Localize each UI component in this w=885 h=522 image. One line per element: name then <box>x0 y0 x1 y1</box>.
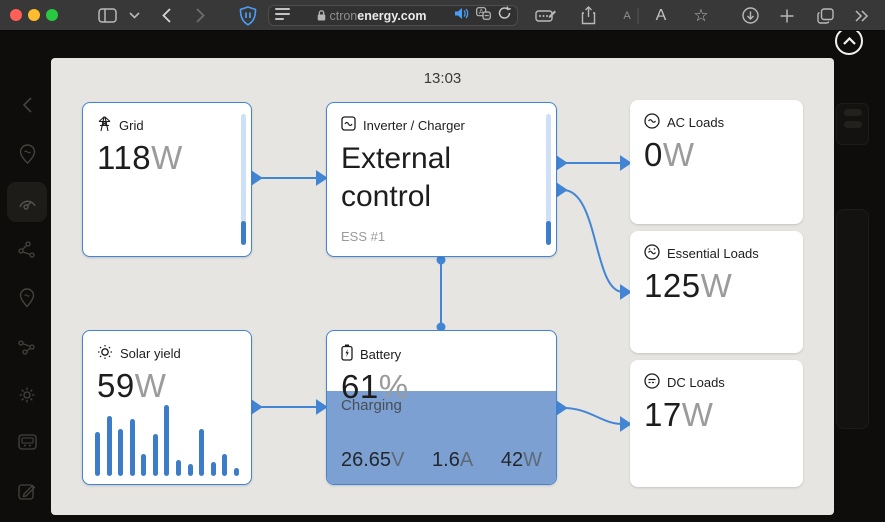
essential-loads-label: Essential Loads <box>667 246 759 261</box>
essential-loads-unit: W <box>700 267 733 304</box>
grid-value: 118 <box>97 139 152 176</box>
battery-card[interactable]: Battery 61% Charging 26.65V 1.6A 42W <box>326 330 557 485</box>
zoom-window-button[interactable] <box>46 9 58 21</box>
grid-card[interactable]: Grid 118W <box>82 102 252 257</box>
downloads-icon[interactable] <box>739 0 761 31</box>
essential-loads-value: 125 <box>644 267 701 304</box>
dc-loads-card[interactable]: DC Loads 17W <box>630 360 803 487</box>
grid-scroll-indicator[interactable] <box>241 114 246 245</box>
dc-loads-value: 17 <box>644 396 682 433</box>
timestamp: 13:03 <box>423 70 462 87</box>
battery-power: 42W <box>500 449 542 471</box>
url-text: ctronenergy.com <box>290 9 454 23</box>
battery-measurements: 26.65V 1.6A 42W <box>341 449 542 472</box>
grid-label: Grid <box>119 118 144 133</box>
solar-card[interactable]: Solar yield 59W <box>82 330 252 485</box>
map-marker-wave-icon[interactable] <box>17 144 37 164</box>
solar-bar <box>187 464 193 476</box>
solar-bar <box>222 454 228 476</box>
content-blocker-shield-icon[interactable] <box>236 0 260 31</box>
solar-bar <box>95 432 100 476</box>
solar-bar <box>233 468 239 476</box>
chevron-down-icon[interactable] <box>126 0 142 31</box>
text-smaller-button[interactable]: A <box>623 9 631 22</box>
svg-text:A: A <box>479 9 484 16</box>
solar-bar <box>164 405 170 476</box>
solar-bar <box>118 429 124 476</box>
ac-loads-unit: W <box>662 136 695 173</box>
inverter-scroll-indicator[interactable] <box>546 114 551 245</box>
solar-bar <box>199 429 205 476</box>
battery-label: Battery <box>360 346 402 362</box>
battery-soc: 61 <box>341 368 379 405</box>
new-tab-icon[interactable] <box>777 0 797 31</box>
solar-bar <box>176 460 182 476</box>
back-chevron-icon[interactable] <box>17 95 37 115</box>
ghost-chart-card <box>836 209 869 429</box>
location-pin-icon[interactable] <box>17 288 37 308</box>
address-bar[interactable]: ctronenergy.com A <box>268 5 518 26</box>
battery-soc-fill <box>327 390 556 484</box>
workflow-nodes-icon[interactable] <box>17 337 37 357</box>
solar-bar <box>210 462 216 476</box>
solar-label: Solar yield <box>120 346 181 361</box>
close-window-button[interactable] <box>10 9 22 21</box>
reload-icon[interactable] <box>498 6 511 25</box>
solar-bar <box>141 454 147 476</box>
ghost-settings-card <box>836 103 869 145</box>
inverter-label: Inverter / Charger <box>363 117 465 133</box>
autofill-icon[interactable] <box>531 0 561 31</box>
ac-loads-value: 0 <box>644 136 663 173</box>
forward-icon[interactable] <box>190 0 210 31</box>
system-overview-panel: 13:03 <box>51 58 834 515</box>
solar-bar <box>129 419 135 476</box>
vrm-app-background: 13:03 <box>0 31 885 522</box>
ac-loads-card[interactable]: AC Loads 0W <box>630 100 803 224</box>
dc-loads-unit: W <box>681 396 714 433</box>
battery-icon <box>341 344 353 364</box>
more-toolbar-items-icon[interactable] <box>851 0 873 31</box>
solar-sun-icon <box>97 344 113 363</box>
battery-current: 1.6A <box>432 449 474 471</box>
inverter-card[interactable]: Inverter / Charger External control ESS … <box>326 102 557 257</box>
battery-state: Charging <box>341 397 402 414</box>
browser-toolbar: ctronenergy.com A A A ☆ <box>0 0 885 31</box>
reader-view-icon[interactable] <box>275 7 290 25</box>
sidebar-active-highlight <box>7 182 47 222</box>
solar-bar <box>152 434 158 476</box>
essential-loads-card[interactable]: Essential Loads 125W <box>630 231 803 353</box>
inverter-icon <box>341 116 356 134</box>
notes-edit-icon[interactable] <box>17 481 37 501</box>
ac-loads-icon <box>644 113 660 132</box>
gear-icon[interactable] <box>17 385 37 405</box>
ac-loads-label: AC Loads <box>667 115 725 130</box>
inverter-state: External control <box>341 142 452 213</box>
battery-soc-unit: % <box>378 368 409 405</box>
sidebar-toggle-icon[interactable] <box>94 0 120 31</box>
solar-bar <box>106 416 112 476</box>
battery-voltage: 26.65V <box>341 449 405 471</box>
share-icon[interactable] <box>576 0 600 31</box>
audio-speaker-icon[interactable] <box>454 7 469 25</box>
grid-unit: W <box>151 139 183 176</box>
tab-overview-icon[interactable] <box>813 0 837 31</box>
essential-loads-icon <box>644 244 660 263</box>
dashboard-gauge-icon[interactable] <box>17 192 37 212</box>
modal-close-button[interactable] <box>835 31 863 55</box>
minimize-window-button[interactable] <box>28 9 40 21</box>
devices-nodes-icon[interactable] <box>17 240 37 260</box>
dc-loads-label: DC Loads <box>667 375 725 390</box>
solar-yield-bar-chart <box>95 398 239 476</box>
solar-unit: W <box>134 367 167 404</box>
remote-console-icon[interactable] <box>17 432 37 452</box>
dc-loads-icon <box>644 373 660 392</box>
inverter-sub-label: ESS #1 <box>341 229 386 244</box>
solar-value: 59 <box>97 367 135 404</box>
text-larger-button[interactable]: A <box>655 6 667 24</box>
translate-icon[interactable]: A <box>476 6 491 25</box>
favorites-star-icon[interactable]: ☆ <box>693 5 709 25</box>
back-icon[interactable] <box>156 0 176 31</box>
grid-pylon-icon <box>97 116 112 135</box>
